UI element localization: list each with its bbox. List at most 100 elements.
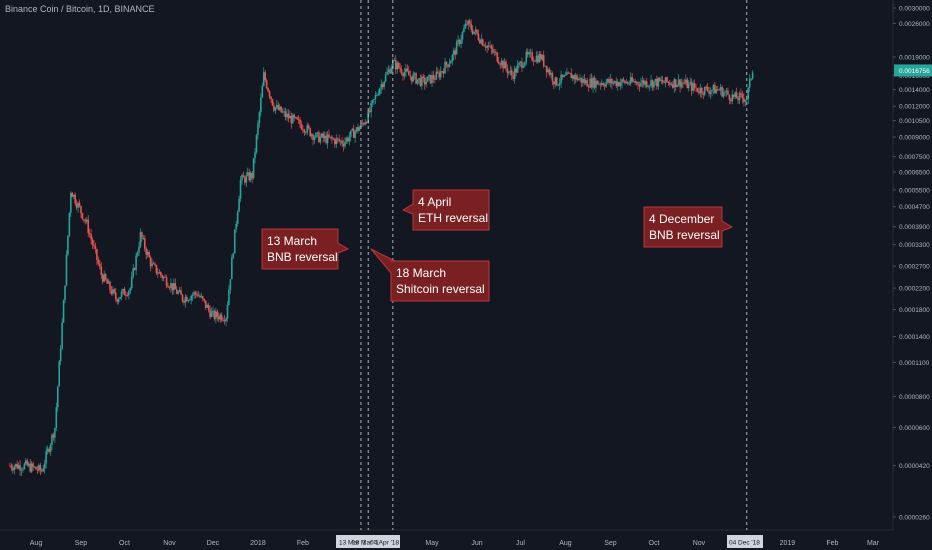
candle-body	[499, 63, 501, 65]
candle-body	[355, 127, 358, 132]
candle-body	[148, 251, 150, 258]
candle-body	[65, 254, 68, 286]
callout-box	[261, 228, 349, 270]
candle-body	[437, 71, 439, 73]
candle-body	[590, 78, 593, 88]
candle-body	[561, 74, 564, 78]
candle-body	[609, 78, 612, 83]
x-marker-tag-bg	[336, 535, 400, 548]
candle-body	[135, 255, 137, 270]
candle-body	[339, 140, 342, 142]
candle-body	[690, 82, 693, 91]
candle-body	[325, 135, 327, 144]
candle-body	[251, 172, 253, 179]
candle-body	[396, 62, 399, 70]
candle-body	[712, 85, 715, 90]
candle-body	[579, 77, 581, 79]
candle-body	[419, 78, 422, 86]
candle-body	[490, 45, 493, 50]
candle-body	[627, 82, 629, 84]
x-tick-label: Aug	[559, 540, 572, 547]
candle-body	[220, 314, 223, 321]
candle-body	[580, 77, 583, 83]
candle-body	[210, 311, 213, 317]
candle-body	[143, 238, 146, 249]
candle-body	[702, 93, 705, 95]
candle-body	[347, 137, 349, 142]
candle-body	[622, 79, 625, 81]
x-axis-ticks: AugSepOctNovDec2018FebMarAprMayJunJulAug…	[30, 540, 880, 547]
candle-body	[14, 463, 17, 467]
candle-body	[740, 92, 742, 94]
candle-body	[423, 78, 426, 85]
candle-body	[336, 138, 339, 140]
candle-body	[673, 79, 676, 88]
candle-body	[273, 105, 275, 111]
candle-body	[574, 75, 577, 80]
candle-body	[142, 238, 145, 239]
candle-body	[392, 60, 394, 69]
candle-body	[413, 73, 416, 75]
candle-body	[242, 175, 245, 178]
candle-body	[180, 290, 182, 295]
candle-body	[51, 434, 53, 445]
candle-body	[537, 55, 539, 63]
candle-body	[252, 158, 255, 179]
candle-body	[608, 79, 610, 83]
candle-body	[448, 63, 451, 67]
candle-body	[48, 448, 50, 452]
candle-body	[624, 80, 626, 84]
candle-body	[638, 84, 641, 87]
candle-body	[146, 251, 149, 255]
candle-body	[222, 320, 224, 321]
candle-body	[26, 460, 29, 466]
candle-body	[72, 194, 75, 197]
candle-body	[698, 91, 700, 94]
candle-body	[196, 293, 198, 296]
y-tick-label: 0.0012000	[899, 104, 930, 111]
candle-body	[87, 219, 90, 234]
candle-body	[466, 23, 468, 25]
candle-body	[101, 274, 104, 282]
candle-body	[502, 60, 504, 69]
candle-body	[525, 51, 528, 62]
candle-body	[209, 309, 211, 317]
candle-body	[605, 82, 607, 87]
candle-body	[538, 54, 541, 63]
candle-body	[46, 448, 49, 452]
candle-body	[441, 71, 443, 72]
candle-body	[170, 283, 172, 288]
candle-body	[577, 78, 580, 81]
annotation-callout: 4 December BNB reversal	[643, 206, 733, 248]
x-marker-tag-label: 04 Dec '18	[729, 540, 760, 547]
x-tick-label: Sep	[75, 540, 88, 547]
candle-body	[531, 52, 533, 61]
candle-body	[41, 470, 43, 472]
candle-body	[529, 52, 532, 54]
candle-body	[452, 50, 455, 56]
callout-line2: BNB reversal	[649, 228, 720, 242]
candle-body	[493, 51, 496, 53]
x-tick-label: Oct	[649, 540, 660, 547]
candle-body	[68, 212, 71, 236]
candle-body	[606, 79, 609, 83]
candle-body	[521, 61, 523, 68]
candle-body	[522, 65, 525, 68]
candle-body	[305, 132, 307, 134]
candle-body	[503, 61, 506, 69]
candle-body	[74, 194, 76, 204]
candle-body	[168, 287, 171, 289]
candle-body	[387, 69, 390, 73]
candle-body	[260, 97, 262, 113]
candle-body	[16, 463, 18, 469]
candle-body	[397, 62, 400, 68]
candle-body	[194, 292, 197, 294]
candle-body	[410, 76, 413, 82]
candle-body	[128, 290, 130, 296]
candle-body	[747, 87, 750, 100]
candle-body	[656, 79, 658, 87]
candle-body	[470, 23, 472, 30]
candle-body	[657, 77, 660, 87]
candle-body	[84, 219, 87, 222]
